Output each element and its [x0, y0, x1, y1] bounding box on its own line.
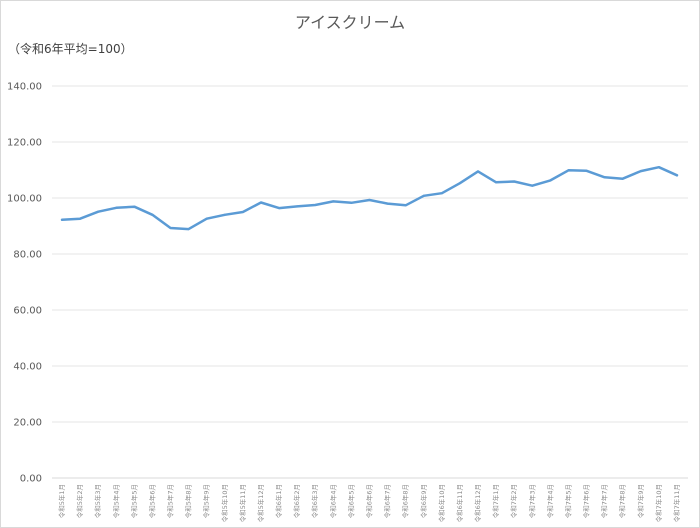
- x-tick-label: 令和6年5月: [346, 484, 355, 518]
- y-tick-label: 20.00: [13, 418, 42, 429]
- data-point: [422, 194, 425, 197]
- x-tick-label: 令和7年8月: [618, 484, 627, 518]
- x-tick-label: 令和6年9月: [419, 484, 428, 518]
- data-point: [79, 217, 82, 220]
- data-point: [603, 176, 606, 179]
- y-tick-label: 0.00: [20, 474, 42, 485]
- x-tick-label: 令和5年6月: [147, 484, 156, 518]
- x-tick-label: 令和5年7月: [166, 484, 175, 518]
- data-point: [404, 204, 407, 207]
- data-point: [386, 202, 389, 205]
- data-point: [440, 192, 443, 195]
- y-tick-label: 140.00: [7, 82, 42, 93]
- data-point: [657, 166, 660, 169]
- data-point: [259, 201, 262, 204]
- x-tick-label: 令和5年1月: [57, 484, 66, 518]
- x-tick-label: 令和6年10月: [437, 484, 446, 522]
- y-tick-label: 100.00: [7, 194, 42, 205]
- data-point: [495, 181, 498, 184]
- data-point: [621, 177, 624, 180]
- x-tick-label: 令和5年4月: [111, 484, 120, 518]
- x-tick-label: 令和6年11月: [455, 484, 464, 522]
- y-tick-label: 120.00: [7, 138, 42, 149]
- chart-title: アイスクリーム: [295, 13, 405, 32]
- data-point: [513, 180, 516, 183]
- data-point: [241, 211, 244, 213]
- data-point: [187, 228, 190, 231]
- x-tick-label: 令和5年8月: [184, 484, 193, 518]
- y-tick-label: 80.00: [13, 250, 42, 261]
- x-tick-label: 令和5年5月: [129, 484, 138, 518]
- data-point: [314, 204, 317, 206]
- data-point: [531, 184, 534, 187]
- data-point: [549, 179, 552, 182]
- data-point: [115, 206, 118, 209]
- x-tick-label: 令和6年1月: [274, 484, 283, 518]
- x-tick-label: 令和6年3月: [310, 484, 319, 518]
- data-point: [169, 226, 172, 229]
- x-tick-label: 令和6年6月: [365, 484, 374, 518]
- y-tick-label: 40.00: [13, 362, 42, 373]
- x-tick-label: 令和7年10月: [654, 484, 663, 522]
- x-tick-label: 令和7年11月: [672, 484, 681, 522]
- data-point: [223, 213, 226, 216]
- data-point: [585, 169, 588, 172]
- data-point: [639, 170, 642, 173]
- x-tick-label: 令和6年4月: [328, 484, 337, 518]
- x-tick-label: 令和7年1月: [491, 484, 500, 518]
- x-tick-label: 令和5年3月: [93, 484, 102, 518]
- data-point: [368, 198, 371, 201]
- data-point: [296, 205, 299, 208]
- x-tick-label: 令和7年5月: [563, 484, 572, 518]
- x-tick-label: 令和7年6月: [582, 484, 591, 518]
- data-point: [205, 217, 208, 220]
- x-tick-label: 令和6年7月: [383, 484, 392, 518]
- x-tick-label: 令和7年4月: [545, 484, 554, 518]
- x-tick-label: 令和5年9月: [202, 484, 211, 518]
- data-point: [278, 207, 281, 210]
- data-point: [676, 174, 678, 177]
- x-tick-label: 令和5年11月: [238, 484, 247, 522]
- x-tick-label: 令和5年10月: [220, 484, 229, 522]
- x-tick-label: 令和5年2月: [75, 484, 84, 518]
- data-point: [458, 182, 461, 185]
- data-point: [133, 205, 136, 208]
- data-point: [477, 170, 480, 173]
- data-point: [97, 210, 100, 213]
- data-point: [332, 200, 335, 203]
- x-tick-label: 令和7年2月: [509, 484, 518, 518]
- data-point: [567, 169, 570, 172]
- y-tick-label: 60.00: [13, 306, 42, 317]
- x-tick-label: 令和6年8月: [401, 484, 410, 518]
- x-tick-label: 令和6年2月: [292, 484, 301, 518]
- chart-subtitle: （令和6年平均=100）: [8, 41, 133, 56]
- x-tick-label: 令和7年9月: [636, 484, 645, 518]
- x-tick-label: 令和5年12月: [256, 484, 265, 522]
- data-point: [151, 213, 154, 216]
- data-point: [350, 201, 353, 204]
- x-tick-label: 令和6年12月: [473, 484, 482, 522]
- x-tick-label: 令和7年7月: [600, 484, 609, 518]
- x-tick-label: 令和7年3月: [527, 484, 536, 518]
- data-point: [61, 218, 63, 221]
